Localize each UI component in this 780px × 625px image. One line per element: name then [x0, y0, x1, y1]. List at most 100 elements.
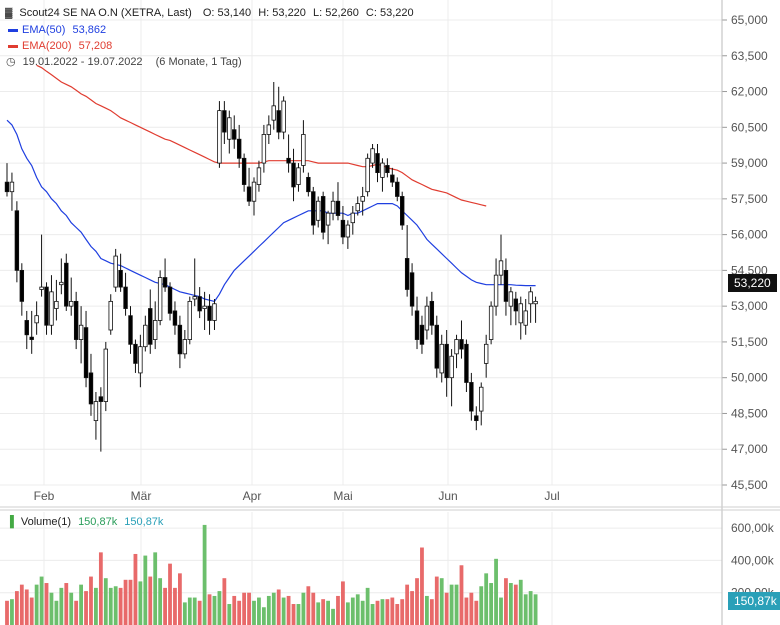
candle-body	[533, 300, 538, 305]
volume-bar	[316, 602, 321, 625]
volume-bar	[49, 592, 54, 625]
candles-icon: ▓	[5, 8, 13, 19]
volume-bar	[504, 578, 508, 625]
volume-bar	[84, 591, 88, 625]
candle-body	[108, 300, 113, 331]
candle-body	[192, 296, 197, 300]
volume-bar	[148, 576, 153, 625]
volume-bar	[321, 599, 326, 625]
ema200-swatch	[8, 44, 18, 48]
volume-bar	[64, 583, 69, 625]
volume-bar	[360, 600, 365, 625]
volume-value-1: 150,87k	[78, 516, 118, 528]
candle-body	[59, 281, 64, 286]
candle-body	[350, 212, 355, 224]
volume-bar	[380, 599, 385, 625]
month-label: Jul	[544, 489, 559, 503]
volume-bar	[420, 547, 424, 625]
candle-body	[449, 355, 454, 379]
candle-body	[162, 277, 168, 288]
candle-body	[444, 343, 449, 379]
volume-bar	[113, 586, 118, 625]
ema200-value: 57,208	[78, 40, 113, 52]
candle-body	[54, 300, 59, 309]
candle-body	[182, 339, 188, 355]
volume-bar	[237, 600, 242, 625]
volume-bar	[98, 552, 103, 625]
volume-bar	[459, 565, 464, 625]
ema50-line	[6, 119, 536, 303]
volume-bar	[59, 587, 64, 625]
candle-body	[172, 310, 178, 326]
volume-tick-label: 600,00k	[731, 521, 775, 535]
candle-body	[286, 157, 291, 164]
ema50-series	[6, 119, 536, 303]
candle-body	[212, 303, 217, 321]
candle-body	[241, 157, 247, 185]
date-range-detail: (6 Monate, 1 Tag)	[155, 56, 242, 68]
volume-bar	[271, 592, 276, 625]
volume-bar	[5, 600, 9, 625]
volume-bar	[133, 553, 138, 625]
candle-body	[177, 324, 183, 355]
price-tick-label: 50,000	[731, 371, 768, 385]
legend-ema200[interactable]: EMA(200) 57,208	[8, 40, 116, 52]
candle-body	[251, 181, 257, 202]
candle-body	[508, 291, 514, 307]
candle-body	[483, 343, 489, 364]
volume-bar	[276, 589, 281, 625]
candle-body	[118, 269, 123, 288]
ema50-value: 53,862	[72, 24, 107, 36]
clock-icon: ◷	[6, 56, 16, 68]
candle-body	[464, 343, 469, 383]
volume-bar	[311, 592, 316, 625]
candle-body	[157, 277, 163, 321]
volume-bar	[192, 597, 197, 625]
volume-bar	[138, 581, 143, 625]
volume-bar	[232, 595, 237, 625]
price-tick-label: 56,000	[731, 228, 768, 242]
volume-bar	[168, 563, 172, 625]
volume-bar	[484, 573, 489, 625]
volume-bar	[513, 584, 518, 625]
candle-body	[19, 269, 25, 302]
candle-body	[404, 258, 410, 290]
candle-body	[360, 196, 365, 202]
candle-body	[227, 117, 232, 140]
volume-bar	[464, 597, 469, 625]
candle-body	[133, 343, 138, 364]
candle-body	[34, 315, 39, 324]
candle-body	[469, 382, 474, 412]
candle-body	[187, 300, 192, 340]
volume-bar	[326, 600, 330, 625]
volume-bar	[395, 604, 400, 625]
volume-bar	[444, 592, 449, 625]
legend-ema50[interactable]: EMA(50) 53,862	[8, 24, 110, 36]
candle-body	[296, 167, 301, 185]
price-grid	[0, 0, 722, 625]
chart-title: Scout24 SE NA O.N (XETRA, Last)	[19, 7, 192, 19]
volume-bar	[533, 594, 538, 625]
volume-bar	[261, 607, 266, 625]
volume-bar	[434, 576, 439, 625]
volume-bar	[489, 583, 494, 625]
candle-body	[64, 262, 69, 307]
candle-body	[340, 219, 346, 238]
time-axis: Feb Mär Apr Mai Jun Jul	[34, 489, 560, 503]
high-value: H: 53,220	[258, 7, 306, 19]
volume-bar	[474, 600, 479, 625]
month-label: Mai	[333, 489, 352, 503]
candle-body	[44, 286, 49, 326]
volume-bar	[528, 591, 533, 625]
candle-body	[39, 286, 44, 290]
volume-series	[5, 524, 538, 625]
volume-bar	[89, 576, 93, 625]
candle-body	[330, 200, 336, 214]
volume-bar	[296, 604, 301, 625]
volume-bar	[94, 587, 98, 625]
ema50-swatch	[8, 28, 18, 32]
candle-body	[271, 105, 276, 121]
candlestick-series	[4, 82, 538, 452]
volume-bar	[301, 592, 306, 625]
